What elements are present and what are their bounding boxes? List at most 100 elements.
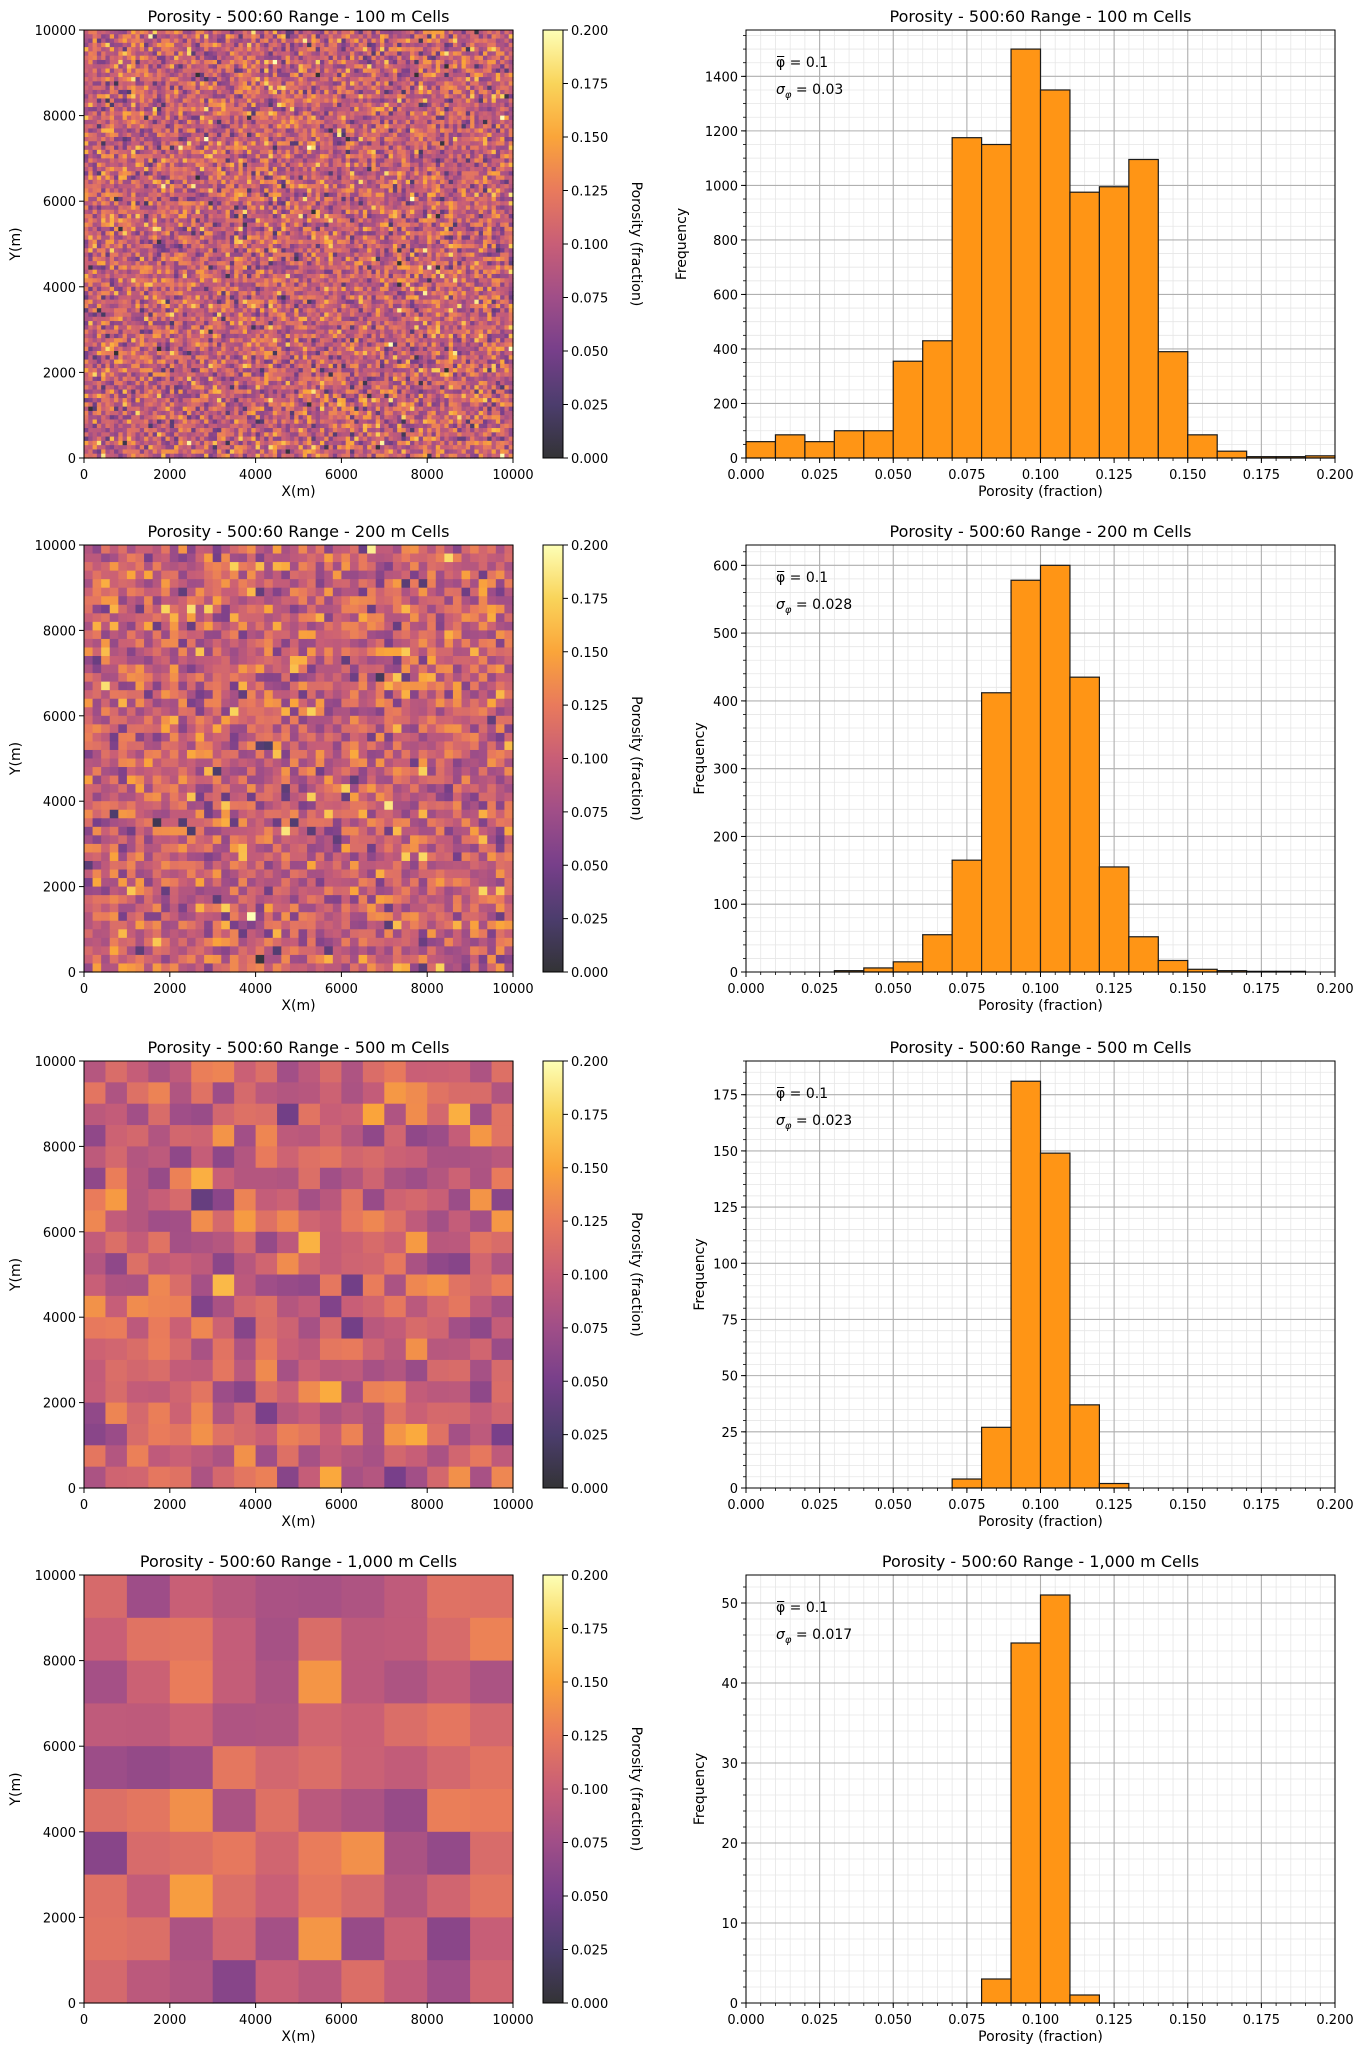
heatmap-cell [457,85,463,91]
heatmap-cell [332,94,338,100]
heatmap-cell [195,214,201,219]
heatmap-cell [397,141,403,147]
heatmap-cell [302,64,308,70]
heatmap-cell [478,124,484,130]
heatmap-cell [349,47,355,52]
heatmap-cell [247,214,252,219]
heatmap-cell [444,145,450,151]
heatmap-cell [457,175,463,181]
heatmap-cell [204,205,210,211]
heatmap-cell [478,107,484,112]
heatmap-cell [191,214,197,219]
heatmap-cell [178,141,184,147]
heatmap-cell [452,132,458,138]
heatmap-cell [186,179,192,185]
heatmap-cell [478,188,484,194]
heatmap-cell [367,175,373,181]
heatmap-cell [392,81,398,87]
heatmap-cell [139,205,145,211]
heatmap-cell [186,107,192,112]
heatmap-cell [315,141,321,147]
heatmap-cell [307,162,312,168]
heatmap-cell [191,188,197,194]
heatmap-cell [397,30,403,35]
heatmap-cell [367,64,373,70]
heatmap-cell [272,179,278,185]
heatmap-cell [371,239,377,245]
heatmap-cell [470,184,475,189]
heatmap-cell [500,154,506,159]
heatmap-cell [388,94,394,100]
heatmap-cell [178,107,184,112]
heatmap-cell [345,34,351,40]
heatmap-cell [135,30,141,35]
heatmap-cell [448,59,454,65]
heatmap-cell [461,34,467,40]
heatmap-cell [461,42,467,48]
heatmap-cell [465,94,471,100]
heatmap-cell [418,239,424,245]
heatmap-cell [289,47,295,52]
heatmap-cell [101,137,107,142]
heatmap-cell [405,171,411,177]
heatmap-cell [122,94,128,100]
heatmap-cell [289,226,295,232]
heatmap-cell [259,98,265,104]
heatmap-cell [294,128,300,134]
heatmap-cell [508,81,514,87]
heatmap-cell [216,175,222,181]
heatmap-cell [508,64,514,70]
heatmap-cell [418,59,424,65]
heatmap-cell [375,111,381,117]
heatmap-cell [328,137,334,142]
heatmap-cell [221,128,227,134]
heatmap-cell [268,38,274,44]
heatmap-cell [375,231,381,237]
heatmap-cell [272,188,278,194]
heatmap-cell [440,218,445,224]
heatmap-cell [435,102,441,108]
heatmap-cell [251,239,257,245]
heatmap-cell [152,192,158,198]
heatmap-cell [452,179,458,185]
heatmap-cell [229,34,235,40]
heatmap-cell [212,188,218,194]
heatmap-cell [444,192,450,198]
heatmap-cell [298,98,304,104]
heatmap-cell [229,201,235,207]
heatmap-cell [204,128,210,134]
heatmap-cell [491,222,497,228]
heatmap-cell [491,111,497,117]
heatmap-cell [307,30,312,35]
heatmap-cell [204,222,210,228]
heatmap-cell [367,51,373,57]
heatmap-cell [388,154,394,159]
heatmap-cell [491,81,497,87]
heatmap-cell [212,111,218,117]
heatmap-cell [105,239,111,245]
heatmap-cell [234,72,240,78]
heatmap-cell [482,149,488,155]
heatmap-cell [178,68,184,74]
heatmap-cell [135,128,141,134]
heatmap-cell [109,239,115,245]
heatmap-cell [148,102,154,108]
heatmap-cell [341,115,347,121]
heatmap-cell [126,102,132,108]
heatmap-cell [148,89,154,95]
heatmap-cell [238,94,244,100]
heatmap-cell [264,77,270,82]
heatmap-cell [302,59,308,65]
heatmap-cell [208,158,214,164]
heatmap-cell [482,124,488,130]
heatmap-cell [92,38,98,44]
heatmap-cell [470,179,475,185]
heatmap-cell [285,124,291,130]
heatmap-cell [470,85,475,91]
heatmap-cell [345,158,351,164]
heatmap-cell [105,137,111,142]
heatmap-cell [264,239,270,245]
heatmap-cell [491,201,497,207]
heatmap-cell [174,34,179,40]
heatmap-cell [277,179,282,185]
